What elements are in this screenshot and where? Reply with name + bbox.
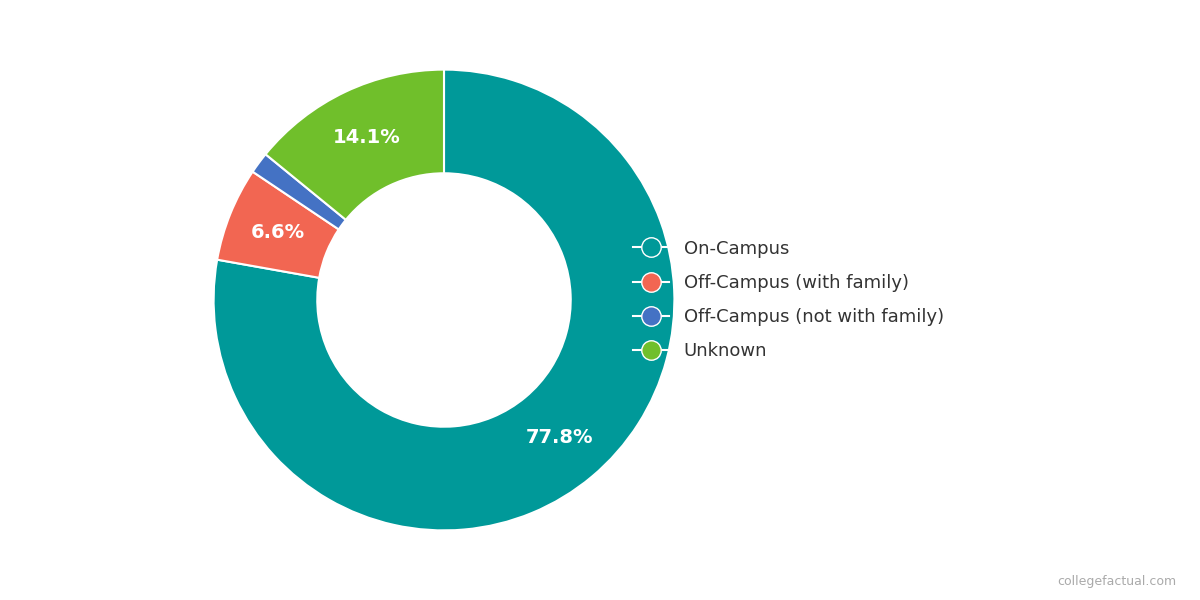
Wedge shape bbox=[265, 70, 444, 220]
Text: collegefactual.com: collegefactual.com bbox=[1057, 575, 1176, 588]
Text: 77.8%: 77.8% bbox=[526, 428, 593, 447]
Text: 14.1%: 14.1% bbox=[334, 128, 401, 147]
Wedge shape bbox=[217, 172, 338, 278]
Wedge shape bbox=[253, 154, 346, 229]
Wedge shape bbox=[214, 70, 674, 530]
Legend: On-Campus, Off-Campus (with family), Off-Campus (not with family), Unknown: On-Campus, Off-Campus (with family), Off… bbox=[626, 232, 950, 368]
Text: 6.6%: 6.6% bbox=[251, 223, 305, 242]
